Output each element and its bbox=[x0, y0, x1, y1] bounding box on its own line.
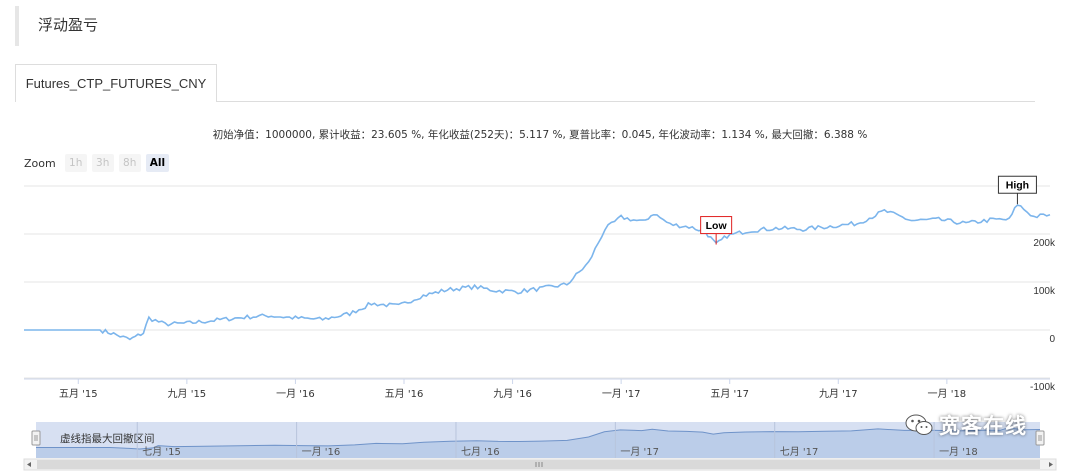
zoom-8h-button[interactable]: 8h bbox=[118, 154, 141, 172]
y-tick-label: 100k bbox=[1033, 286, 1056, 297]
wechat-icon bbox=[905, 414, 933, 435]
navigator-tick-label: 一月 '16 bbox=[302, 446, 341, 458]
tab-underline bbox=[217, 101, 1035, 102]
scroll-left-arrow-icon bbox=[27, 462, 31, 467]
panel-title: 浮动盈亏 bbox=[38, 16, 99, 34]
x-tick-label: 一月 '17 bbox=[602, 388, 641, 400]
navigator-tick-label: 七月 '17 bbox=[780, 446, 819, 458]
flag-label: Low bbox=[706, 220, 728, 232]
flag-low: Low bbox=[700, 216, 733, 245]
zoom-selector: Zoom 1h 3h 8h All bbox=[24, 153, 170, 173]
y-tick-label: 200k bbox=[1033, 238, 1056, 249]
x-tick-label: 五月 '17 bbox=[710, 388, 749, 400]
navigator-tick-label: 一月 '17 bbox=[620, 446, 659, 458]
x-tick-label: 九月 '16 bbox=[493, 388, 532, 400]
x-tick-label: 一月 '16 bbox=[276, 388, 315, 400]
equity-series-line bbox=[24, 204, 1051, 341]
x-tick-label: 一月 '18 bbox=[928, 388, 967, 400]
flag-box bbox=[997, 175, 1037, 194]
scroll-right-arrow-icon bbox=[1049, 462, 1053, 467]
watermark-text: 宽客在线 bbox=[939, 414, 1027, 438]
navigator-series-line bbox=[36, 427, 1041, 450]
zoom-1h-button[interactable]: 1h bbox=[64, 154, 87, 172]
zoom-all-button[interactable]: All bbox=[145, 154, 170, 172]
handle-grip bbox=[31, 430, 41, 446]
watermark: 宽客在线 bbox=[905, 410, 1027, 440]
x-tick-label: 九月 '15 bbox=[168, 388, 207, 400]
x-tick-label: 九月 '17 bbox=[819, 388, 858, 400]
y-tick-label: -100k bbox=[1030, 382, 1056, 393]
navigator-tick-label: 七月 '16 bbox=[461, 446, 500, 458]
y-tick-label: 0 bbox=[1049, 334, 1055, 345]
navigator-scrollbar[interactable] bbox=[23, 458, 1057, 471]
zoom-3h-button[interactable]: 3h bbox=[91, 154, 114, 172]
x-tick-label: 五月 '16 bbox=[385, 388, 424, 400]
navigator-tick-label: 七月 '15 bbox=[142, 446, 181, 458]
handle-grip bbox=[1035, 430, 1045, 446]
navigator-left-handle[interactable] bbox=[31, 430, 41, 446]
tab-futures-ctp[interactable]: Futures_CTP_FUTURES_CNY bbox=[15, 64, 217, 102]
stats-summary: 初始净值：1000000, 累计收益：23.605 %, 年化收益(252天)：… bbox=[212, 129, 868, 141]
panel-accent-bar bbox=[15, 6, 19, 46]
flag-high: High bbox=[997, 175, 1037, 205]
navigator-series-area bbox=[36, 427, 1040, 458]
flag-label: High bbox=[1006, 180, 1029, 192]
x-tick-label: 五月 '15 bbox=[59, 388, 98, 400]
zoom-label: Zoom bbox=[24, 156, 56, 170]
navigator-label: 虚线指最大回撤区间 bbox=[60, 432, 155, 445]
navigator-tick-label: 一月 '18 bbox=[939, 446, 978, 458]
flag-box bbox=[700, 216, 733, 235]
navigator-right-handle[interactable] bbox=[1035, 430, 1045, 446]
